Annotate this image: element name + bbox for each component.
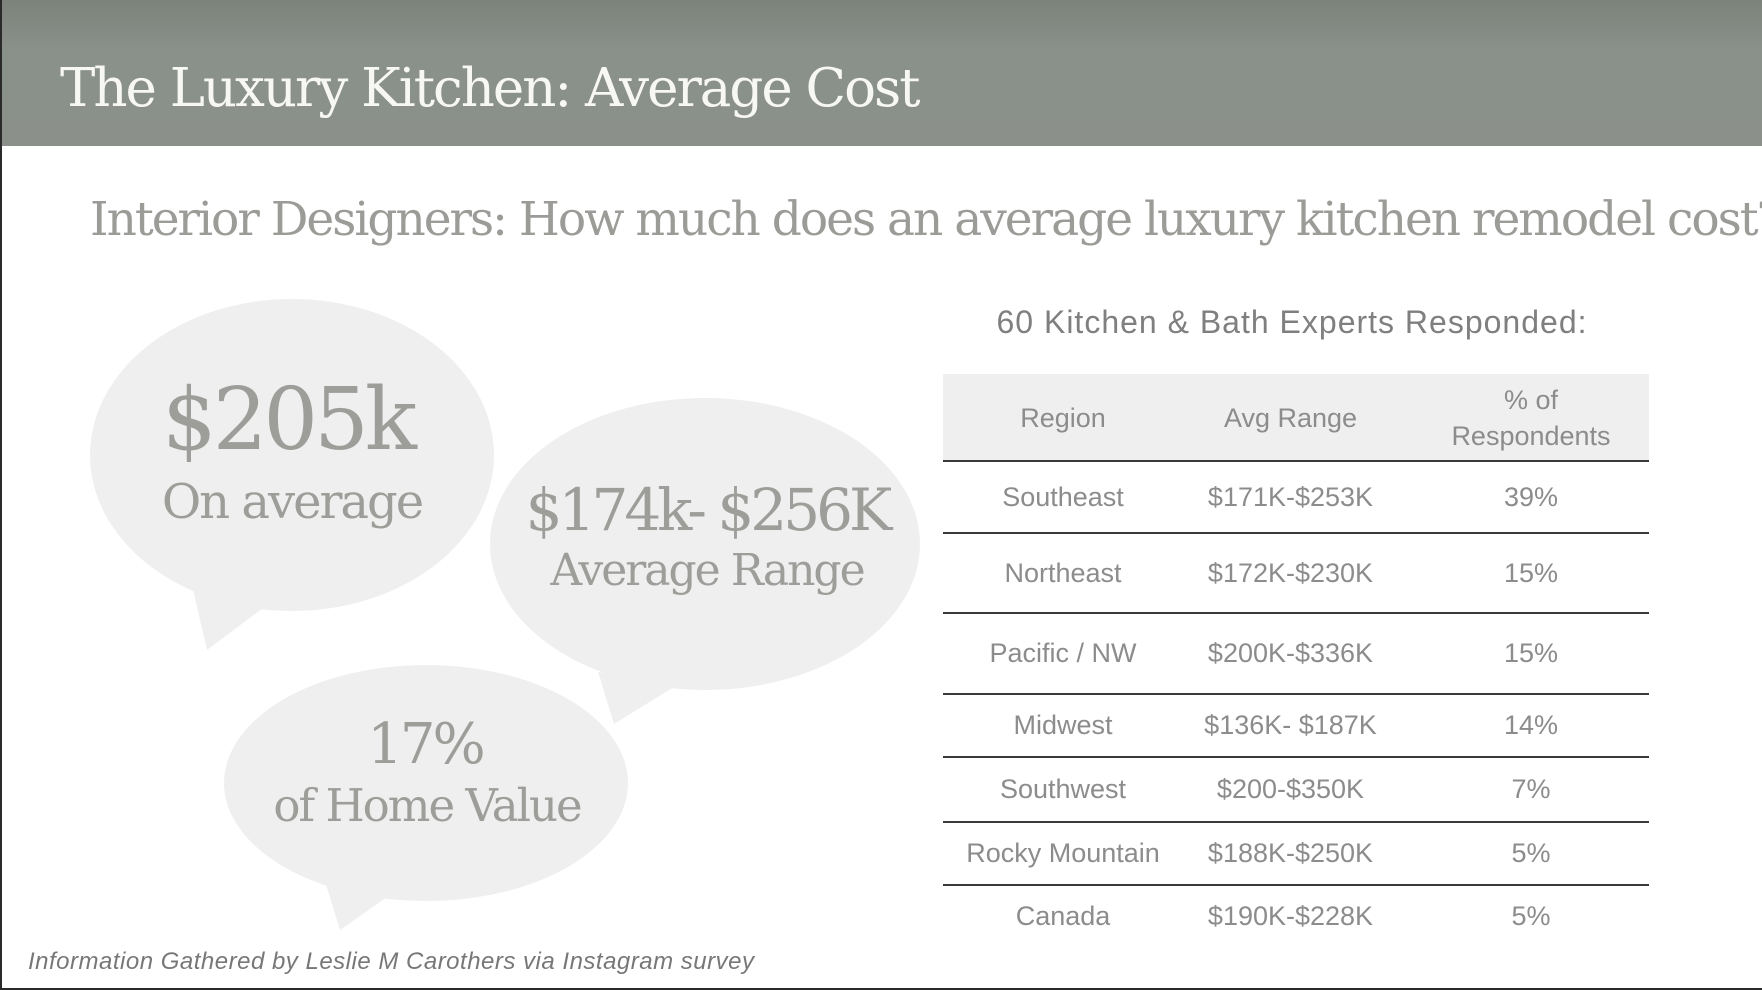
home-value-percent: 17% xyxy=(367,712,485,777)
table-row: Northeast $172K-$230K 15% xyxy=(943,534,1649,614)
source-footnote: Information Gathered by Leslie M Carothe… xyxy=(28,948,755,975)
region-cell: Southeast xyxy=(1002,481,1124,512)
slide-title: The Luxury Kitchen: Average Cost xyxy=(60,58,921,119)
table-row: Southwest $200-$350K 7% xyxy=(943,758,1649,823)
region-cell: Canada xyxy=(1015,900,1111,931)
avg-range-cell: $136K- $187K xyxy=(1204,710,1377,740)
bubble-shapes xyxy=(90,299,920,930)
bubble-home-value xyxy=(224,665,628,930)
respondents-cell: 5% xyxy=(1511,838,1551,868)
table-row: Midwest $136K- $187K 14% xyxy=(943,695,1649,758)
average-range-value: $174k- $256K xyxy=(525,476,893,544)
avg-range-cell: $172K-$230K xyxy=(1207,557,1374,588)
respondents-cell: 5% xyxy=(1511,900,1551,931)
avg-range-cell: $171K-$253K xyxy=(1207,481,1374,512)
region-cell: Rocky Mountain xyxy=(966,838,1160,868)
survey-question: Interior Designers: How much does an ave… xyxy=(90,192,1762,247)
table-header-row: Region Avg Range % of Respondents xyxy=(943,374,1649,462)
average-cost-value: $205k xyxy=(162,370,417,470)
stat-bubbles: $205k On average $174k- $256K Average Ra… xyxy=(2,0,942,990)
home-value-label: of Home Value xyxy=(273,779,582,832)
region-cell: Southwest xyxy=(999,774,1127,804)
column-header-avg-range: Avg Range xyxy=(1223,403,1358,433)
region-cell: Pacific / NW xyxy=(989,638,1137,668)
avg-range-cell: $190K-$228K xyxy=(1207,900,1374,931)
avg-range-cell: $200-$350K xyxy=(1216,774,1365,804)
bubble-average xyxy=(90,299,494,650)
bottom-divider xyxy=(2,988,1762,990)
column-header-region: Region xyxy=(1020,403,1106,433)
respondents-cell: 15% xyxy=(1503,638,1559,668)
bubble-range xyxy=(490,398,920,724)
avg-range-cell: $200K-$336K xyxy=(1207,638,1374,668)
region-cell: Midwest xyxy=(1013,710,1113,740)
respondents-cell: 14% xyxy=(1503,710,1559,740)
table-heading: 60 Kitchen & Bath Experts Responded: xyxy=(996,304,1588,340)
average-range-label: Average Range xyxy=(550,545,865,596)
header-band: The Luxury Kitchen: Average Cost xyxy=(2,0,1762,146)
table-row: Canada $190K-$228K 5% xyxy=(943,886,1649,946)
region-table: Region Avg Range % of Respondents Southe… xyxy=(943,374,1649,946)
column-header-respondents: % of Respondents xyxy=(1451,385,1611,451)
region-cell: Northeast xyxy=(1004,557,1122,588)
avg-range-cell: $188K-$250K xyxy=(1207,838,1374,868)
table-row: Southeast $171K-$253K 39% xyxy=(943,462,1649,534)
table-row: Pacific / NW $200K-$336K 15% xyxy=(943,614,1649,695)
respondents-cell: 39% xyxy=(1503,481,1559,512)
average-cost-label: On average xyxy=(161,474,424,530)
respondents-cell: 7% xyxy=(1511,774,1551,804)
table-row: Rocky Mountain $188K-$250K 5% xyxy=(943,823,1649,886)
respondents-cell: 15% xyxy=(1503,557,1559,588)
